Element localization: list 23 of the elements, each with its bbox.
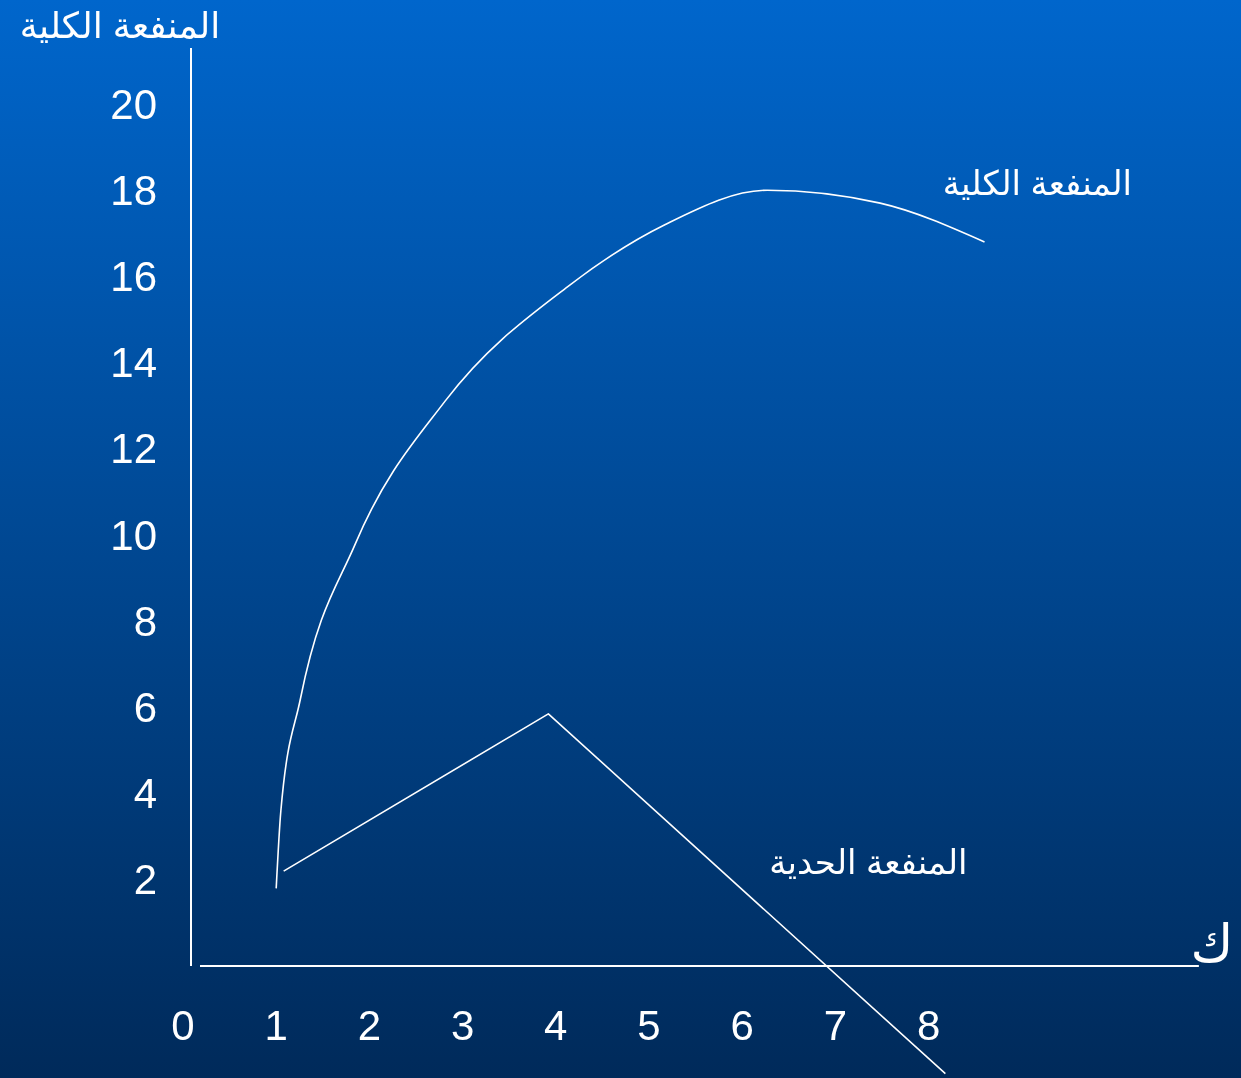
y-tick-label: 8 <box>133 597 157 645</box>
y-tick-label: 6 <box>133 684 157 732</box>
x-tick-label: 3 <box>450 1002 475 1049</box>
x-tick-label: 5 <box>637 1002 661 1049</box>
x-tick-label: 0 <box>171 1002 195 1049</box>
y-axis-title: المنفعة الكلية <box>19 5 221 46</box>
y-tick-label: 18 <box>110 166 157 214</box>
y-tick-label: 4 <box>133 770 157 818</box>
y-tick-label: 16 <box>110 253 157 301</box>
x-axis-title: ك <box>1190 914 1234 973</box>
y-tick-label: 10 <box>110 511 157 559</box>
x-tick-label: 4 <box>544 1002 568 1049</box>
x-tick-label: 1 <box>264 1002 288 1049</box>
y-tick-label: 20 <box>110 80 157 128</box>
x-tick-label: 2 <box>357 1002 382 1049</box>
y-tick-label: 12 <box>110 425 157 473</box>
x-tick-label: 6 <box>730 1002 754 1049</box>
x-tick-label: 8 <box>916 1002 941 1049</box>
x-tick-label: 7 <box>823 1002 848 1049</box>
series-label: المنفعة الحدية <box>769 842 968 881</box>
y-tick-label: 14 <box>110 339 157 387</box>
series-label: المنفعة الكلية <box>942 164 1133 203</box>
y-tick-label: 2 <box>133 856 157 904</box>
